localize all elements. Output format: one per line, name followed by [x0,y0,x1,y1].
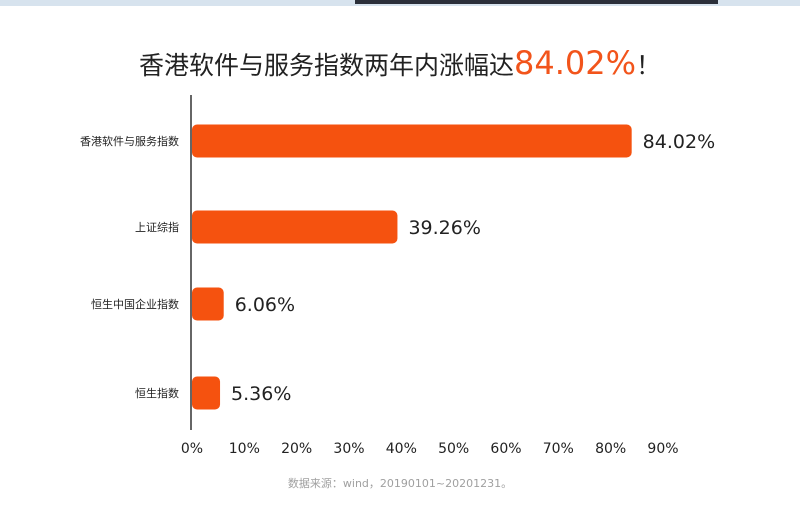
chart-title-suffix: ！ [636,51,662,80]
value-label-3: 6.06% [235,294,295,316]
value-label-2: 39.26% [408,217,480,239]
value-label-4: 5.36% [231,383,291,405]
category-label-1: 香港软件与服务指数 [80,134,179,148]
chart-title: 香港软件与服务指数两年内涨幅达84.02%！ [0,44,800,82]
top-dark-strip [355,0,718,4]
x-tick-label-90: 90% [647,441,678,457]
bar-1 [192,124,632,158]
category-label-3: 恒生中国企业指数 [91,297,179,311]
x-tick-label-0: 0% [181,441,203,457]
x-tick-label-20: 20% [281,441,312,457]
chart-title-highlight: 84.02% [513,44,636,82]
x-tick-label-30: 30% [333,441,364,457]
x-tick-label-60: 60% [490,441,521,457]
x-tick-label-10: 10% [229,441,260,457]
bar-2 [192,210,398,244]
bar-3 [192,287,224,321]
bar-4 [192,376,221,410]
chart-title-main: 香港软件与服务指数两年内涨幅达 [138,51,514,80]
x-tick-label-80: 80% [595,441,626,457]
value-label-1: 84.02% [643,131,715,153]
category-label-4: 恒生指数 [135,386,179,400]
x-tick-label-40: 40% [386,441,417,457]
source-note: 数据来源：wind，20190101~20201231。 [287,477,513,490]
category-label-2: 上证综指 [135,220,179,234]
bar-chart: 香港软件与服务指数 84.02% 上证综指 39.26% 恒生中国企业指数 6.06% 恒生… [80,95,715,457]
x-tick-label-70: 70% [543,441,574,457]
x-tick-label-50: 50% [438,441,469,457]
